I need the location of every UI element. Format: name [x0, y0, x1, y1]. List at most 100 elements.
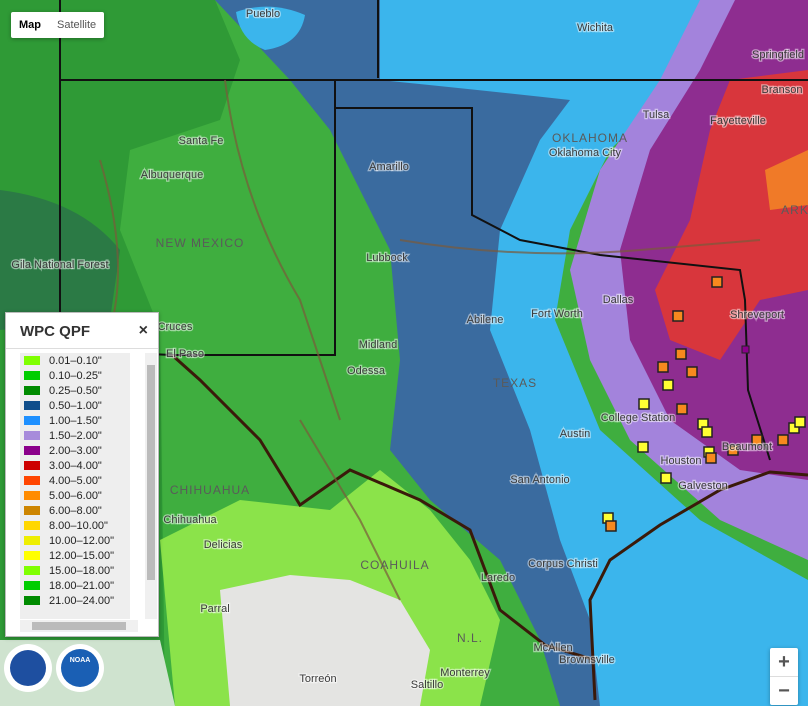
- legend-label: 1.00–1.50": [49, 414, 102, 427]
- region-label: COAHUILA: [360, 558, 429, 572]
- gauge-marker: [741, 345, 750, 354]
- gauge-marker: [638, 398, 650, 410]
- city-label: Monterrey: [440, 667, 490, 679]
- city-label: Corpus Christi: [528, 558, 598, 570]
- noaa-logo: [61, 649, 99, 687]
- city-label: Santa Fe: [179, 135, 224, 147]
- city-label: Tulsa: [643, 109, 670, 121]
- terrain: [220, 575, 430, 706]
- legend-label: 5.00–6.00": [49, 489, 102, 502]
- legend-label: 15.00–18.00": [49, 564, 115, 577]
- city-label: Amarillo: [369, 161, 409, 173]
- legend-swatch: [24, 356, 40, 365]
- legend-label: 12.00–15.00": [49, 549, 115, 562]
- region-label: N.L.: [457, 631, 483, 645]
- map-type-control: Map Satellite: [11, 12, 105, 38]
- mountain-lines: [99, 79, 761, 601]
- city-label: Midland: [359, 339, 398, 351]
- legend-label: 3.00–4.00": [49, 459, 102, 472]
- map-button[interactable]: Map: [19, 19, 41, 31]
- legend-item: 4.00–5.00": [20, 473, 130, 488]
- gauge-marker: [605, 520, 617, 532]
- legend-item: 1.00–1.50": [20, 413, 130, 428]
- region-label: ARK: [781, 203, 808, 217]
- city-label: Chihuahua: [163, 514, 217, 526]
- gauge-marker: [705, 452, 717, 464]
- legend-label: 4.00–5.00": [49, 474, 102, 487]
- zoom-out[interactable]: −: [778, 680, 790, 702]
- close-button[interactable]: ×: [138, 322, 148, 339]
- legend-swatch: [24, 581, 40, 590]
- gauge-marker: [751, 434, 763, 446]
- satellite-button[interactable]: Satellite: [57, 19, 97, 31]
- legend-label: 21.00–24.00": [49, 594, 115, 607]
- legend-label: 0.25–0.50": [49, 384, 102, 397]
- legend-item: 5.00–6.00": [20, 488, 130, 503]
- gauge-marker: [727, 444, 739, 456]
- city-label: Saltillo: [411, 679, 443, 691]
- legend-panel: WPC QPF × 0.01–0.10" 0.10–0.25" 0.25–0.50"…: [5, 312, 159, 637]
- coast-river: [171, 353, 808, 701]
- city-label: Shreveport: [730, 309, 784, 321]
- legend-label: 2.00–3.00": [49, 444, 102, 457]
- legend-label: 10.00–12.00": [49, 534, 115, 547]
- city-label: Fort Worth: [531, 308, 583, 320]
- scrollbar[interactable]: [145, 353, 157, 619]
- legend-swatch: [24, 476, 40, 485]
- city-label: Pueblo: [246, 8, 280, 20]
- legend-label: 0.01–0.10": [49, 354, 102, 367]
- legend-item: 0.01–0.10": [20, 353, 130, 368]
- city-label: Wichita: [577, 22, 614, 34]
- legend-item: 8.00–10.00": [20, 518, 130, 533]
- gauge-markers: [602, 276, 806, 532]
- legend-header: WPC QPF ×: [6, 313, 158, 349]
- legend-swatch: [24, 461, 40, 470]
- legend-item: 15.00–18.00": [20, 563, 130, 578]
- legend-item: 0.50–1.00": [20, 398, 130, 413]
- legend-list: 0.01–0.10" 0.10–0.25" 0.25–0.50" 0.50–1.00"…: [20, 353, 130, 619]
- city-label: Laredo: [481, 572, 515, 584]
- gauge-marker: [657, 361, 669, 373]
- legend-swatch: [24, 491, 40, 500]
- city-label: Albuquerque: [141, 169, 203, 181]
- city-label: Lubbock: [366, 252, 408, 264]
- gauge-marker: [701, 426, 713, 438]
- city-label: Beaumont: [722, 441, 772, 453]
- legend-swatch: [24, 536, 40, 545]
- legend-swatch: [24, 551, 40, 560]
- gauge-marker: [637, 441, 649, 453]
- qpf-area: [765, 150, 808, 210]
- qpf-area: [236, 6, 305, 50]
- city-label: Gila National Forest: [11, 259, 108, 271]
- legend-item: 3.00–4.00": [20, 458, 130, 473]
- legend-item: 1.50–2.00": [20, 428, 130, 443]
- city-label: Dallas: [603, 294, 634, 306]
- city-label: San Antonio: [510, 474, 569, 486]
- qpf-area: [380, 0, 808, 706]
- region-label: NEW MEXICO: [156, 236, 245, 250]
- legend-item: 2.00–3.00": [20, 443, 130, 458]
- city-label: College Station: [601, 412, 676, 424]
- legend-item: 12.00–15.00": [20, 548, 130, 563]
- zoom-control: + −: [770, 648, 798, 705]
- city-label: Odessa: [347, 365, 386, 377]
- gauge-marker: [794, 416, 806, 428]
- city-label: Branson: [762, 84, 803, 96]
- city-label: Springfield: [752, 49, 804, 61]
- scrollbar[interactable]: [20, 620, 138, 632]
- qpf-area: [655, 70, 808, 360]
- legend-item: 0.10–0.25": [20, 368, 130, 383]
- legend-swatch: [24, 386, 40, 395]
- legend-item: 21.00–24.00": [20, 593, 130, 608]
- legend-label: 0.50–1.00": [49, 399, 102, 412]
- region-label: CHIHUAHUA: [170, 483, 250, 497]
- labels: Pueblo Wichita Springfield Branson Tulsa Faye…: [10, 7, 808, 693]
- zoom-in[interactable]: +: [770, 648, 798, 677]
- gauge-marker: [675, 348, 687, 360]
- city-label: Houston: [661, 455, 702, 467]
- legend-swatch: [24, 446, 40, 455]
- nws-noaa-logos: NOAA: [4, 644, 104, 692]
- city-label: Torreón: [299, 673, 336, 685]
